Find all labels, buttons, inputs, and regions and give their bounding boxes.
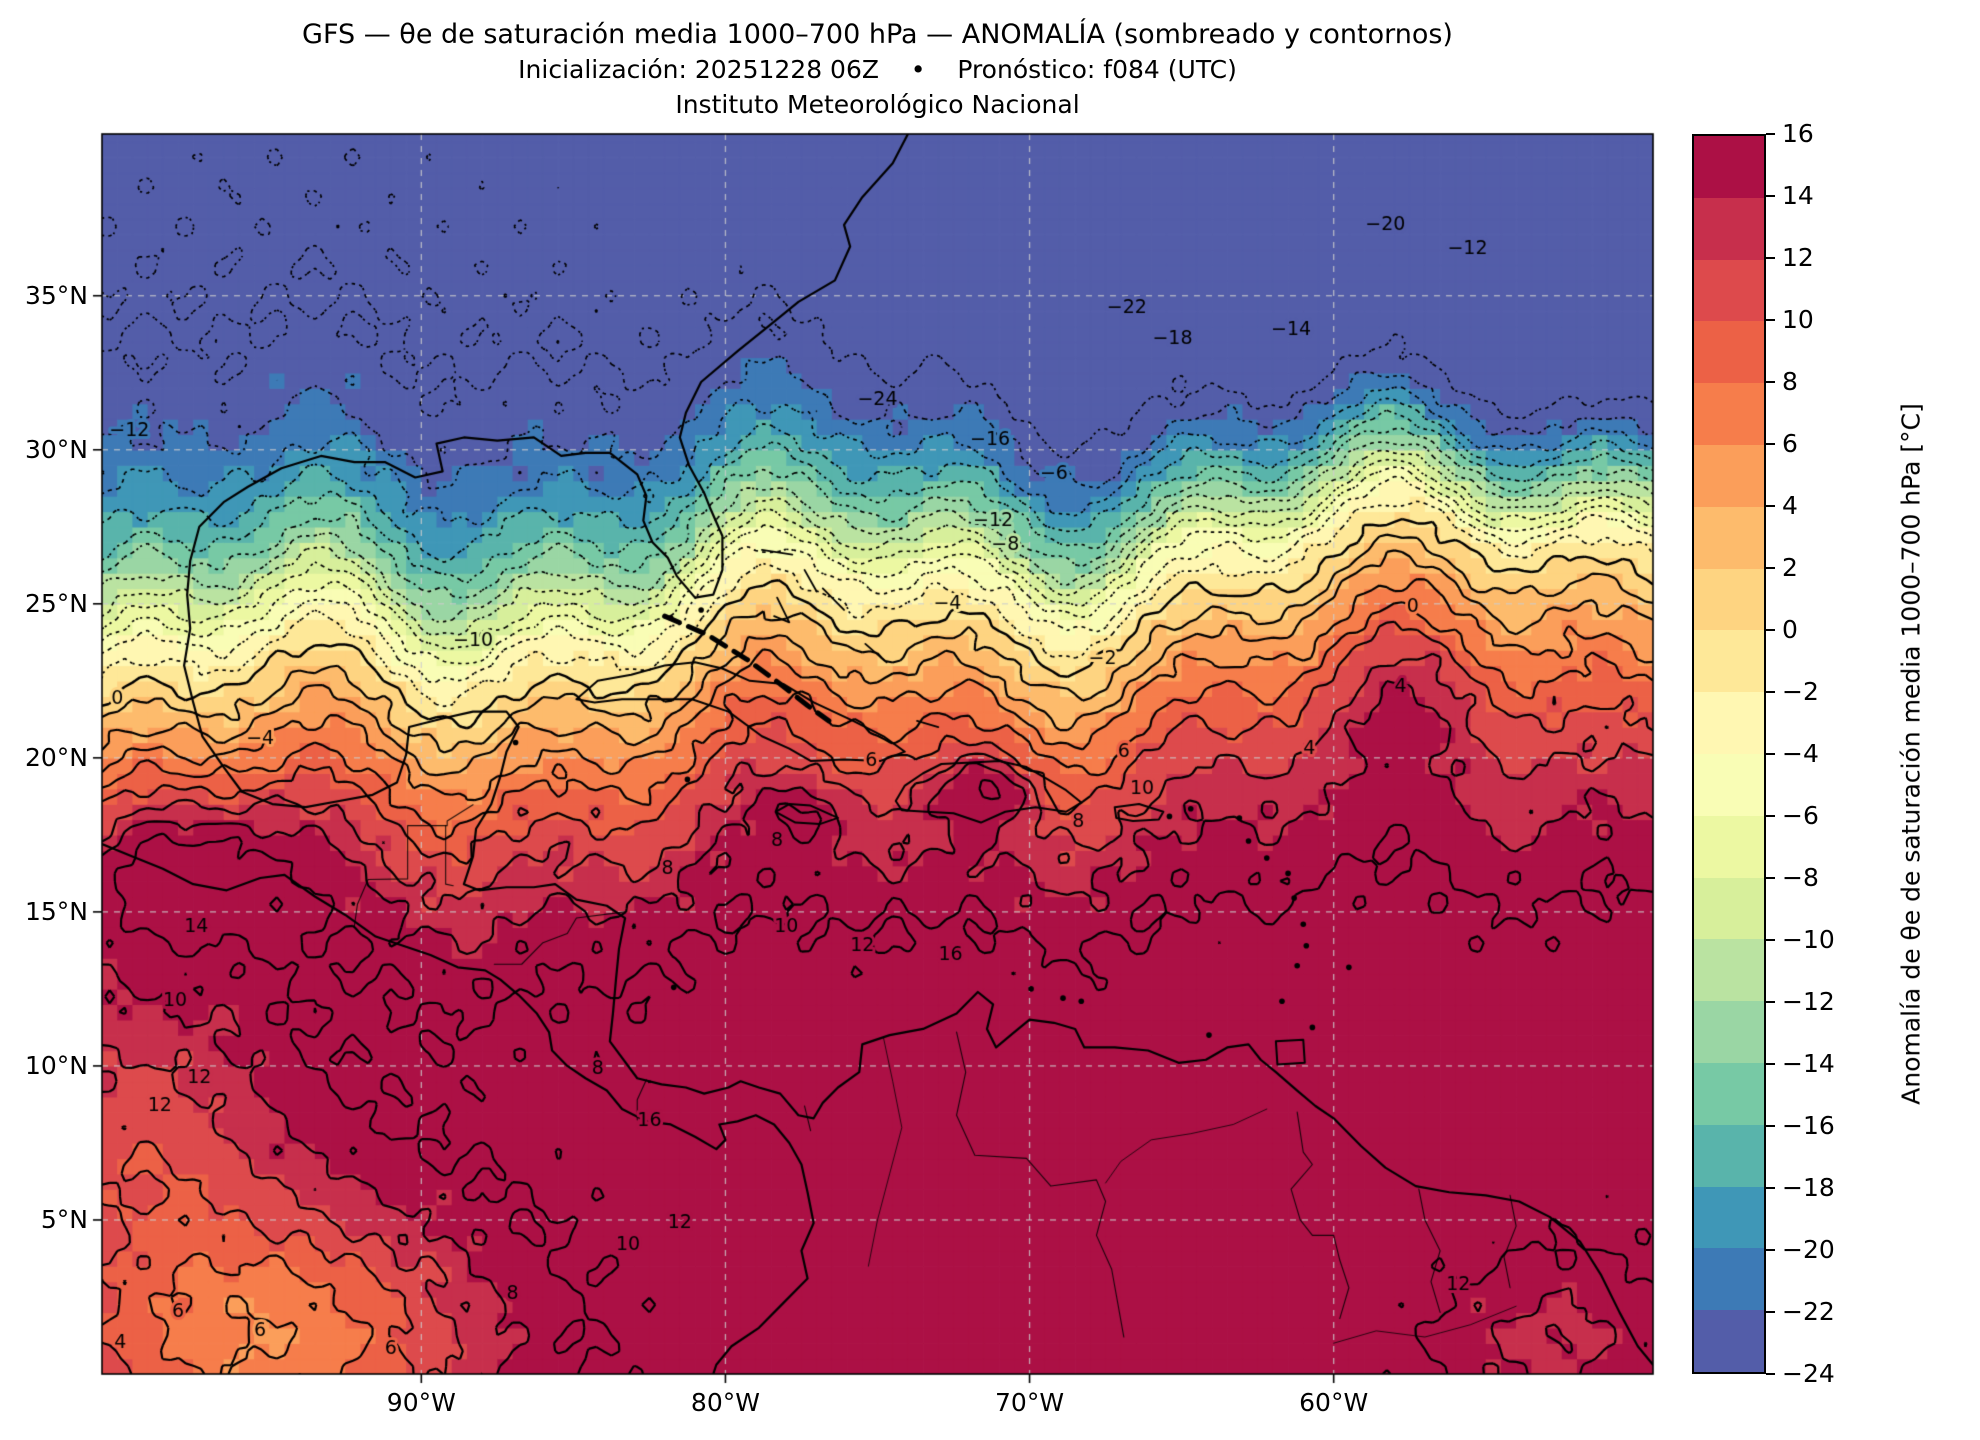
colorbar-tick-label: 14 [1782, 181, 1814, 210]
colorbar-tick-label: −22 [1782, 1297, 1835, 1326]
colorbar-tick-label: −20 [1782, 1235, 1835, 1264]
colorbar-tick-label: 6 [1782, 429, 1798, 458]
colorbar-tick-label: −10 [1782, 925, 1835, 954]
colorbar-tick-mark [1766, 505, 1775, 507]
colorbar-tick-label: 8 [1782, 367, 1798, 396]
colorbar-tick-mark [1766, 381, 1775, 383]
colorbar-cell [1694, 692, 1764, 754]
colorbar-tick-mark [1766, 1187, 1775, 1189]
colorbar-cells [1692, 134, 1766, 1374]
colorbar-cell [1694, 197, 1764, 260]
colorbar-tick-mark [1766, 1373, 1775, 1375]
colorbar-cell [1694, 753, 1764, 816]
colorbar-tick-label: 16 [1782, 119, 1814, 148]
colorbar-tick-label: −8 [1782, 863, 1819, 892]
colorbar-tick-mark [1766, 1063, 1775, 1065]
colorbar-tick-mark [1766, 1125, 1775, 1127]
colorbar-tick-label: −6 [1782, 801, 1819, 830]
colorbar-tick-mark [1766, 877, 1775, 879]
colorbar-tick-mark [1766, 629, 1775, 631]
colorbar-tick-mark [1766, 195, 1775, 197]
colorbar-tick-mark [1766, 815, 1775, 817]
colorbar-cell [1694, 321, 1764, 384]
colorbar-cell [1694, 444, 1764, 507]
colorbar-cell [1694, 1124, 1764, 1187]
lon-tick-label: 60°W [1299, 1388, 1369, 1417]
colorbar-tick-mark [1766, 753, 1775, 755]
colorbar-tick-mark [1766, 1001, 1775, 1003]
colorbar-tick-mark [1766, 1249, 1775, 1251]
colorbar-cell [1694, 383, 1764, 445]
colorbar-tick-label: −24 [1782, 1359, 1835, 1388]
colorbar-cell [1694, 815, 1764, 878]
lat-tick-label: 5°N [40, 1204, 88, 1234]
colorbar-tick-label: −2 [1782, 677, 1819, 706]
lat-tick-label: 35°N [24, 280, 88, 310]
colorbar-tick-mark [1766, 133, 1775, 135]
colorbar-tick-label: −16 [1782, 1111, 1835, 1140]
colorbar-tick-label: −4 [1782, 739, 1819, 768]
colorbar-tick-label: 0 [1782, 615, 1798, 644]
colorbar-cell [1694, 1248, 1764, 1311]
lat-tick-label: 15°N [24, 896, 88, 926]
lat-tick-label: 30°N [24, 434, 88, 464]
colorbar-tick-mark [1766, 319, 1775, 321]
colorbar-cell [1694, 506, 1764, 569]
colorbar-tick-label: −12 [1782, 987, 1835, 1016]
colorbar-tick-label: −18 [1782, 1173, 1835, 1202]
colorbar-tick-label: 2 [1782, 553, 1798, 582]
colorbar-cell [1694, 136, 1764, 198]
colorbar-cell [1694, 939, 1764, 1002]
colorbar-tick-mark [1766, 691, 1775, 693]
colorbar-cell [1694, 1062, 1764, 1125]
colorbar-tick-label: 4 [1782, 491, 1798, 520]
lon-tick-label: 90°W [386, 1388, 456, 1417]
lat-tick-label: 25°N [24, 588, 88, 618]
colorbar-tick-mark [1766, 1311, 1775, 1313]
colorbar-tick-mark [1766, 443, 1775, 445]
colorbar-tick-mark [1766, 939, 1775, 941]
colorbar-cell [1694, 568, 1764, 631]
colorbar-tick-label: 10 [1782, 305, 1814, 334]
lon-tick-label: 70°W [995, 1388, 1065, 1417]
colorbar-cell [1694, 1186, 1764, 1249]
colorbar-tick-mark [1766, 567, 1775, 569]
colorbar-tick-label: 12 [1782, 243, 1814, 272]
colorbar-cell [1694, 1001, 1764, 1063]
colorbar-label: Anomalía de θe de saturación media 1000–… [1896, 403, 1926, 1105]
colorbar-tick-label: −14 [1782, 1049, 1835, 1078]
colorbar-cell [1694, 630, 1764, 693]
colorbar-cell [1694, 877, 1764, 940]
colorbar-cell [1694, 259, 1764, 322]
lat-tick-label: 20°N [24, 742, 88, 772]
lat-tick-label: 10°N [24, 1050, 88, 1080]
lon-tick-label: 80°W [690, 1388, 760, 1417]
colorbar-cell [1694, 1310, 1764, 1372]
colorbar-tick-mark [1766, 257, 1775, 259]
